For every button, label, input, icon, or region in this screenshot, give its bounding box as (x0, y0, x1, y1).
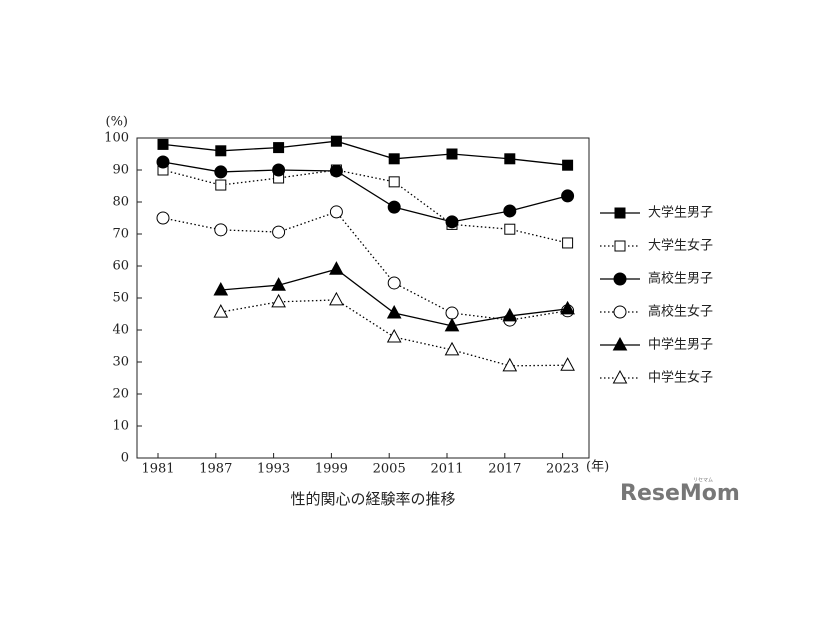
y-tick-label: 70 (112, 227, 129, 242)
data-point (156, 211, 170, 225)
y-tick-label: 50 (112, 291, 129, 306)
data-point (213, 304, 229, 318)
data-point (214, 223, 228, 237)
y-tick-label: 100 (104, 131, 129, 146)
legend-marker (612, 336, 628, 351)
legend-label: 高校生男子 (648, 271, 713, 287)
series-line (162, 169, 568, 244)
x-tick-label: 2023 (546, 462, 579, 477)
data-point (386, 304, 402, 319)
data-point (445, 215, 459, 229)
data-point (214, 165, 228, 179)
data-point (213, 281, 229, 296)
data-point (388, 153, 400, 165)
data-point (503, 204, 517, 218)
series-line (162, 140, 568, 166)
data-point (446, 148, 458, 160)
y-tick-label: 90 (112, 163, 129, 178)
data-point (502, 307, 518, 322)
series-line (162, 211, 568, 321)
series-line (162, 161, 568, 223)
watermark-sub: リセマム (693, 478, 713, 484)
data-point (272, 163, 286, 177)
legend-marker (614, 240, 626, 252)
x-tick-label: 2017 (488, 462, 521, 477)
data-point (271, 277, 286, 291)
x-tick-label: 2011 (430, 462, 463, 477)
data-point (560, 300, 575, 315)
data-point (386, 328, 402, 343)
data-point (560, 357, 575, 371)
data-point (330, 135, 342, 147)
x-tick-label: 1987 (199, 462, 232, 477)
data-point (387, 200, 401, 214)
data-point (215, 179, 227, 191)
legend-label: 高校生女子 (648, 304, 713, 320)
y-tick-label: 60 (112, 259, 129, 274)
legend-marker (613, 305, 627, 319)
data-point (445, 306, 459, 320)
x-tick-label: 1993 (257, 462, 290, 477)
data-point (504, 223, 516, 235)
legend-marker (612, 369, 628, 384)
data-point (504, 153, 516, 165)
data-point (156, 155, 170, 169)
legend-label: 大学生男子 (648, 205, 713, 221)
data-point (329, 205, 343, 219)
data-point (387, 276, 401, 290)
legend-marker (613, 272, 627, 286)
data-point (272, 225, 286, 239)
data-point (329, 164, 343, 178)
x-unit: (年) (586, 460, 609, 475)
data-point (444, 341, 460, 356)
y-tick-label: 80 (112, 195, 129, 210)
data-point (561, 189, 575, 203)
data-point (444, 317, 460, 332)
data-point (215, 145, 227, 157)
data-point (562, 159, 574, 171)
data-point (329, 261, 344, 275)
y-tick-label: 40 (112, 323, 129, 338)
data-point (562, 237, 574, 249)
x-tick-label: 1981 (141, 462, 174, 477)
x-tick-label: 2005 (373, 462, 406, 477)
legend-label: 中学生男子 (648, 337, 713, 353)
legend-label: 大学生女子 (648, 238, 713, 254)
x-tick-label: 1999 (315, 462, 348, 477)
legend-marker (614, 207, 626, 219)
chart-title: 性的関心の経験率の推移 (290, 490, 455, 508)
data-point (388, 176, 400, 188)
watermark: ReseMom (620, 481, 740, 506)
y-tick-label: 30 (112, 355, 129, 370)
y-tick-label: 20 (112, 387, 129, 402)
y-tick-label: 10 (112, 419, 129, 434)
data-point (502, 357, 518, 372)
plot-frame (136, 137, 590, 459)
data-point (273, 142, 285, 154)
y-tick-label: 0 (121, 451, 129, 466)
data-point (157, 138, 169, 150)
y-unit: (%) (106, 115, 129, 130)
data-point (271, 293, 286, 308)
legend-label: 中学生女子 (648, 370, 713, 386)
data-point (329, 291, 344, 306)
